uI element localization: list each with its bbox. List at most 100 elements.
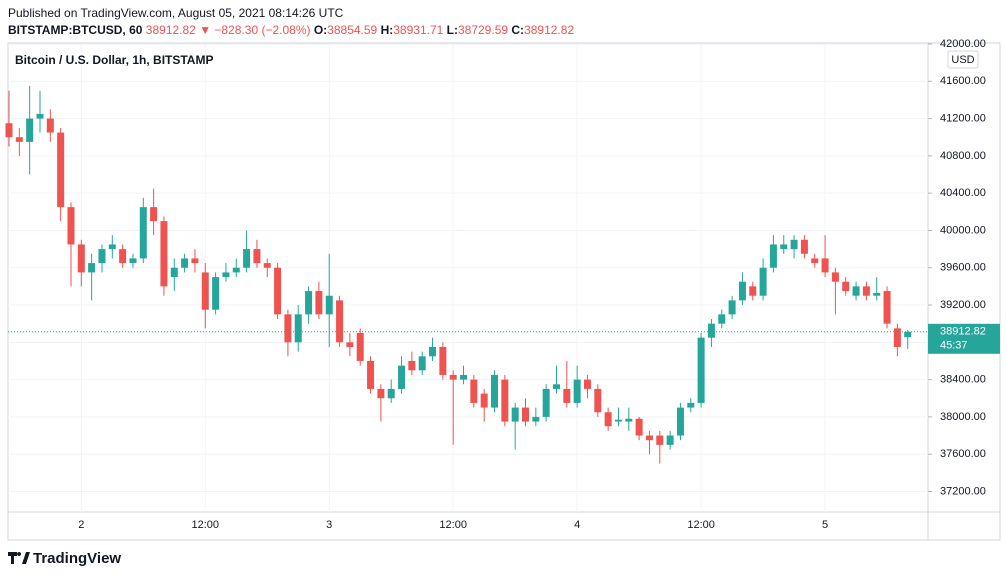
candle-body bbox=[573, 379, 581, 403]
y-tick-label: 38000.00 bbox=[940, 411, 986, 423]
candle-body bbox=[5, 123, 13, 138]
candle-body bbox=[170, 267, 178, 278]
candle-body bbox=[594, 388, 602, 413]
ohlc: O:38854.59 H:38931.71 L:38729.59 C:38912… bbox=[314, 23, 574, 37]
change: ▼ −828.30 (−2.08%) bbox=[199, 23, 311, 37]
candle-body bbox=[15, 137, 23, 142]
y-tick-label: 39600.00 bbox=[940, 262, 986, 274]
candle-body bbox=[377, 388, 385, 399]
candle-body bbox=[718, 314, 726, 324]
last-price-label: 38912.82 bbox=[940, 326, 986, 338]
candle-body bbox=[800, 239, 808, 254]
candle-body bbox=[697, 337, 705, 403]
candle-body bbox=[325, 295, 333, 315]
candle-body bbox=[294, 314, 302, 343]
ohlc-value: 38729.59 bbox=[457, 23, 509, 37]
candle-body bbox=[676, 407, 684, 436]
y-tick-label: 40000.00 bbox=[940, 224, 986, 236]
x-tick-label: 2 bbox=[78, 519, 84, 531]
candle-body bbox=[439, 346, 447, 375]
candle-body bbox=[687, 402, 695, 408]
logo: TradingView bbox=[8, 550, 121, 567]
ohlc-label: L: bbox=[446, 23, 458, 37]
candle-body bbox=[160, 221, 168, 287]
candle-body bbox=[460, 374, 468, 380]
candle-body bbox=[842, 281, 850, 292]
candle-body bbox=[831, 272, 839, 282]
candle-body bbox=[666, 435, 674, 445]
candle-body bbox=[821, 258, 829, 273]
candle-body bbox=[883, 291, 891, 324]
candle-body bbox=[212, 277, 220, 310]
ohlc-value: 38912.82 bbox=[524, 23, 575, 37]
candle-body bbox=[645, 435, 653, 441]
logo-icon bbox=[8, 552, 30, 564]
candle-body bbox=[532, 416, 540, 422]
price: 38912.82 bbox=[145, 23, 196, 37]
ohlc-label: H: bbox=[380, 23, 394, 37]
candle-body bbox=[305, 291, 313, 315]
candle-body bbox=[222, 272, 230, 278]
symbol: BITSTAMP:BTCUSD, 60 bbox=[8, 23, 143, 37]
candle-body bbox=[862, 286, 870, 296]
candle-body bbox=[315, 291, 323, 315]
candle-body bbox=[26, 118, 34, 142]
candle-body bbox=[67, 207, 75, 245]
x-tick-label: 12:00 bbox=[439, 519, 467, 531]
logo-text: TradingView bbox=[33, 550, 121, 567]
candle-body bbox=[88, 263, 96, 273]
candle-body bbox=[614, 419, 622, 422]
candle-body bbox=[790, 239, 798, 250]
y-tick-label: 41200.00 bbox=[940, 112, 986, 124]
candle-body bbox=[522, 407, 529, 422]
candle-body bbox=[769, 244, 777, 268]
last-price-tag bbox=[928, 323, 1000, 354]
candle-body bbox=[77, 244, 85, 273]
candle-body bbox=[470, 379, 478, 403]
candle-body bbox=[749, 286, 757, 296]
candle-body bbox=[707, 323, 715, 338]
countdown: 45:37 bbox=[940, 340, 968, 352]
candle-body bbox=[759, 267, 767, 296]
candle-body bbox=[811, 258, 819, 264]
x-tick-label: 4 bbox=[574, 519, 580, 531]
candle-body bbox=[418, 356, 426, 371]
candle-body bbox=[656, 435, 664, 445]
candle-body bbox=[232, 267, 240, 273]
chart-title: Bitcoin / U.S. Dollar, 1h, BITSTAMP bbox=[15, 53, 213, 67]
candle-body bbox=[57, 132, 65, 208]
y-tick-label: 37600.00 bbox=[940, 448, 986, 460]
frame bbox=[7, 42, 1001, 541]
ohlc-value: 38931.71 bbox=[393, 23, 444, 37]
x-tick-label: 12:00 bbox=[687, 519, 715, 531]
ohlc-value: 38854.59 bbox=[327, 23, 378, 37]
candle-body bbox=[449, 374, 457, 380]
candle-body bbox=[191, 258, 199, 264]
candle-body bbox=[263, 263, 271, 268]
candle-body bbox=[429, 346, 437, 357]
y-tick-label: 39200.00 bbox=[940, 299, 986, 311]
x-tick-label: 12:00 bbox=[192, 519, 220, 531]
candle-body bbox=[625, 418, 633, 422]
candle-body bbox=[501, 379, 509, 422]
candle-body bbox=[873, 292, 881, 296]
candle-body bbox=[336, 300, 344, 343]
candle-body bbox=[552, 384, 560, 389]
x-tick-label: 5 bbox=[822, 519, 828, 531]
candle-body bbox=[356, 333, 364, 361]
candle-body bbox=[583, 379, 591, 389]
symbol-line: BITSTAMP:BTCUSD, 60 38912.82 ▼ −828.30 (… bbox=[8, 23, 574, 37]
candle-body bbox=[108, 244, 116, 250]
candle-body bbox=[98, 249, 106, 264]
candle-body bbox=[367, 360, 375, 389]
candle-body bbox=[491, 374, 499, 408]
y-tick-label: 41600.00 bbox=[940, 75, 986, 87]
candle-body bbox=[150, 207, 158, 222]
candle-body bbox=[119, 249, 127, 264]
candle-body bbox=[398, 365, 406, 389]
candle-body bbox=[728, 300, 736, 315]
currency: USD bbox=[951, 54, 974, 66]
published: Published on TradingView.com, August 05,… bbox=[8, 6, 344, 20]
